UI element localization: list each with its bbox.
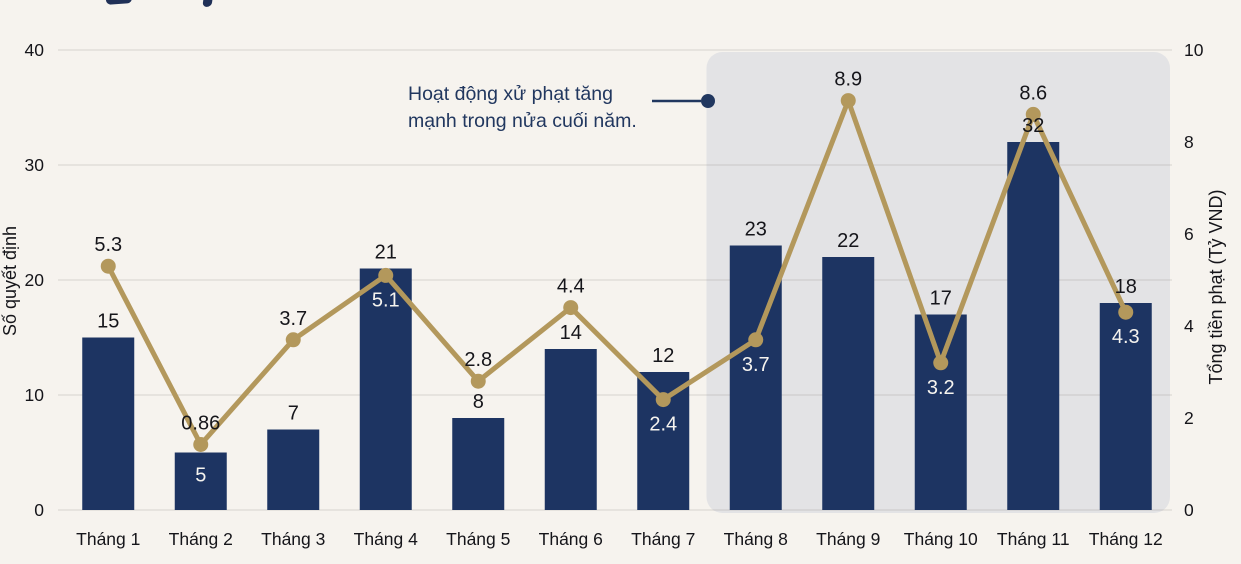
line-series-layer	[100, 93, 1134, 452]
line-value-label-month-2: 0.86	[181, 413, 220, 435]
bar-month-11	[1007, 142, 1060, 510]
annotation-text-line2: mạnh trong nửa cuối năm.	[408, 110, 637, 132]
bar-month-1	[82, 337, 135, 510]
x-tick-month-9: Tháng 9	[816, 529, 880, 549]
bar-month-4	[359, 268, 412, 510]
right-tick-2: 2	[1184, 408, 1194, 428]
bar-value-label-month-4: 21	[375, 242, 397, 264]
left-axis-title: Số quyết định	[0, 226, 20, 336]
x-tick-month-5: Tháng 5	[446, 529, 510, 549]
bar-value-label-month-6: 14	[560, 322, 582, 344]
line-value-label-month-1: 5.3	[94, 234, 122, 256]
left-tick-40: 40	[25, 40, 45, 60]
bar-month-10	[914, 314, 967, 510]
bar-value-label-month-12: 18	[1115, 276, 1137, 298]
line-value-label-month-4: 5.1	[372, 289, 400, 311]
right-axis-title: Tổng tiền phạt (Tỷ VND)	[1206, 189, 1226, 384]
right-tick-10: 10	[1184, 40, 1204, 60]
line-value-label-month-11: 8.6	[1019, 82, 1047, 104]
bar-month-9	[822, 257, 875, 510]
bar-value-label-month-2: 5	[195, 465, 206, 487]
left-tick-10: 10	[25, 385, 45, 405]
right-tick-8: 8	[1184, 132, 1194, 152]
line-point-month-1	[100, 258, 116, 274]
fine-amount-line	[105, 98, 1129, 447]
line-value-label-month-9: 8.9	[834, 69, 862, 91]
right-tick-4: 4	[1184, 316, 1194, 336]
bar-month-2	[174, 452, 227, 510]
bar-value-label-month-8: 23	[745, 219, 767, 241]
line-point-month-3	[285, 332, 301, 348]
x-tick-month-2: Tháng 2	[169, 529, 233, 549]
line-value-label-month-6: 4.4	[557, 276, 585, 298]
line-point-month-11	[1025, 106, 1041, 122]
right-tick-6: 6	[1184, 224, 1194, 244]
line-value-label-month-3: 3.7	[279, 308, 307, 330]
bar-month-8	[729, 245, 782, 510]
bar-value-label-month-10: 17	[930, 288, 952, 310]
line-point-month-5	[470, 373, 486, 389]
bar-month-3	[267, 429, 320, 510]
x-tick-month-6: Tháng 6	[539, 529, 603, 549]
line-value-label-month-12: 4.3	[1112, 326, 1140, 348]
bar-month-5	[452, 418, 505, 510]
x-tick-month-1: Tháng 1	[76, 529, 140, 549]
line-value-label-month-8: 3.7	[742, 354, 770, 376]
line-point-month-12	[1118, 304, 1134, 320]
x-tick-month-7: Tháng 7	[631, 529, 695, 549]
gridlines-layer	[58, 49, 1172, 511]
bar-value-label-month-7: 12	[652, 345, 674, 367]
line-value-label-month-7: 2.4	[649, 414, 677, 436]
axis-ticks-layer: 0 10 20 30 40 0 2 4 6 8 10 Tháng 1 Tháng 2 Tháng 3 Thá…	[25, 40, 1204, 549]
bars-layer	[82, 142, 1152, 510]
bar-value-label-month-3: 7	[288, 403, 299, 425]
x-tick-month-10: Tháng 10	[904, 529, 978, 549]
annotation-text-line1: Hoạt động xử phạt tăng	[408, 83, 613, 105]
line-point-month-10	[933, 355, 949, 371]
line-value-label-month-10: 3.2	[927, 377, 955, 399]
left-tick-30: 30	[25, 155, 45, 175]
value-labels-layer: 15 5 7 21 8 14 12 23 22 17 32 18 5.3 0.86 3.7 5.1 2.8 4.4…	[94, 69, 1139, 487]
right-tick-0: 0	[1184, 500, 1194, 520]
bar-month-6	[544, 349, 597, 510]
line-point-month-2	[193, 437, 209, 452]
line-point-month-9	[840, 93, 856, 109]
left-tick-20: 20	[25, 270, 45, 290]
line-point-month-8	[748, 332, 764, 348]
x-tick-month-3: Tháng 3	[261, 529, 325, 549]
line-point-month-7	[655, 392, 671, 408]
bar-month-12	[1099, 303, 1152, 510]
bar-value-label-month-5: 8	[473, 391, 484, 413]
annotation-connector-dot	[701, 94, 715, 108]
left-tick-0: 0	[34, 500, 44, 520]
x-tick-month-11: Tháng 11	[997, 529, 1070, 549]
x-tick-month-8: Tháng 8	[724, 529, 788, 549]
x-tick-month-4: Tháng 4	[354, 529, 418, 549]
line-point-month-6	[563, 300, 579, 316]
bar-value-label-month-9: 22	[837, 230, 859, 252]
line-value-label-month-5: 2.8	[464, 349, 492, 371]
x-tick-month-12: Tháng 12	[1089, 529, 1163, 549]
line-point-month-4	[378, 267, 394, 283]
bar-value-label-month-1: 15	[97, 311, 119, 333]
bar-value-label-month-11: 32	[1022, 115, 1044, 137]
